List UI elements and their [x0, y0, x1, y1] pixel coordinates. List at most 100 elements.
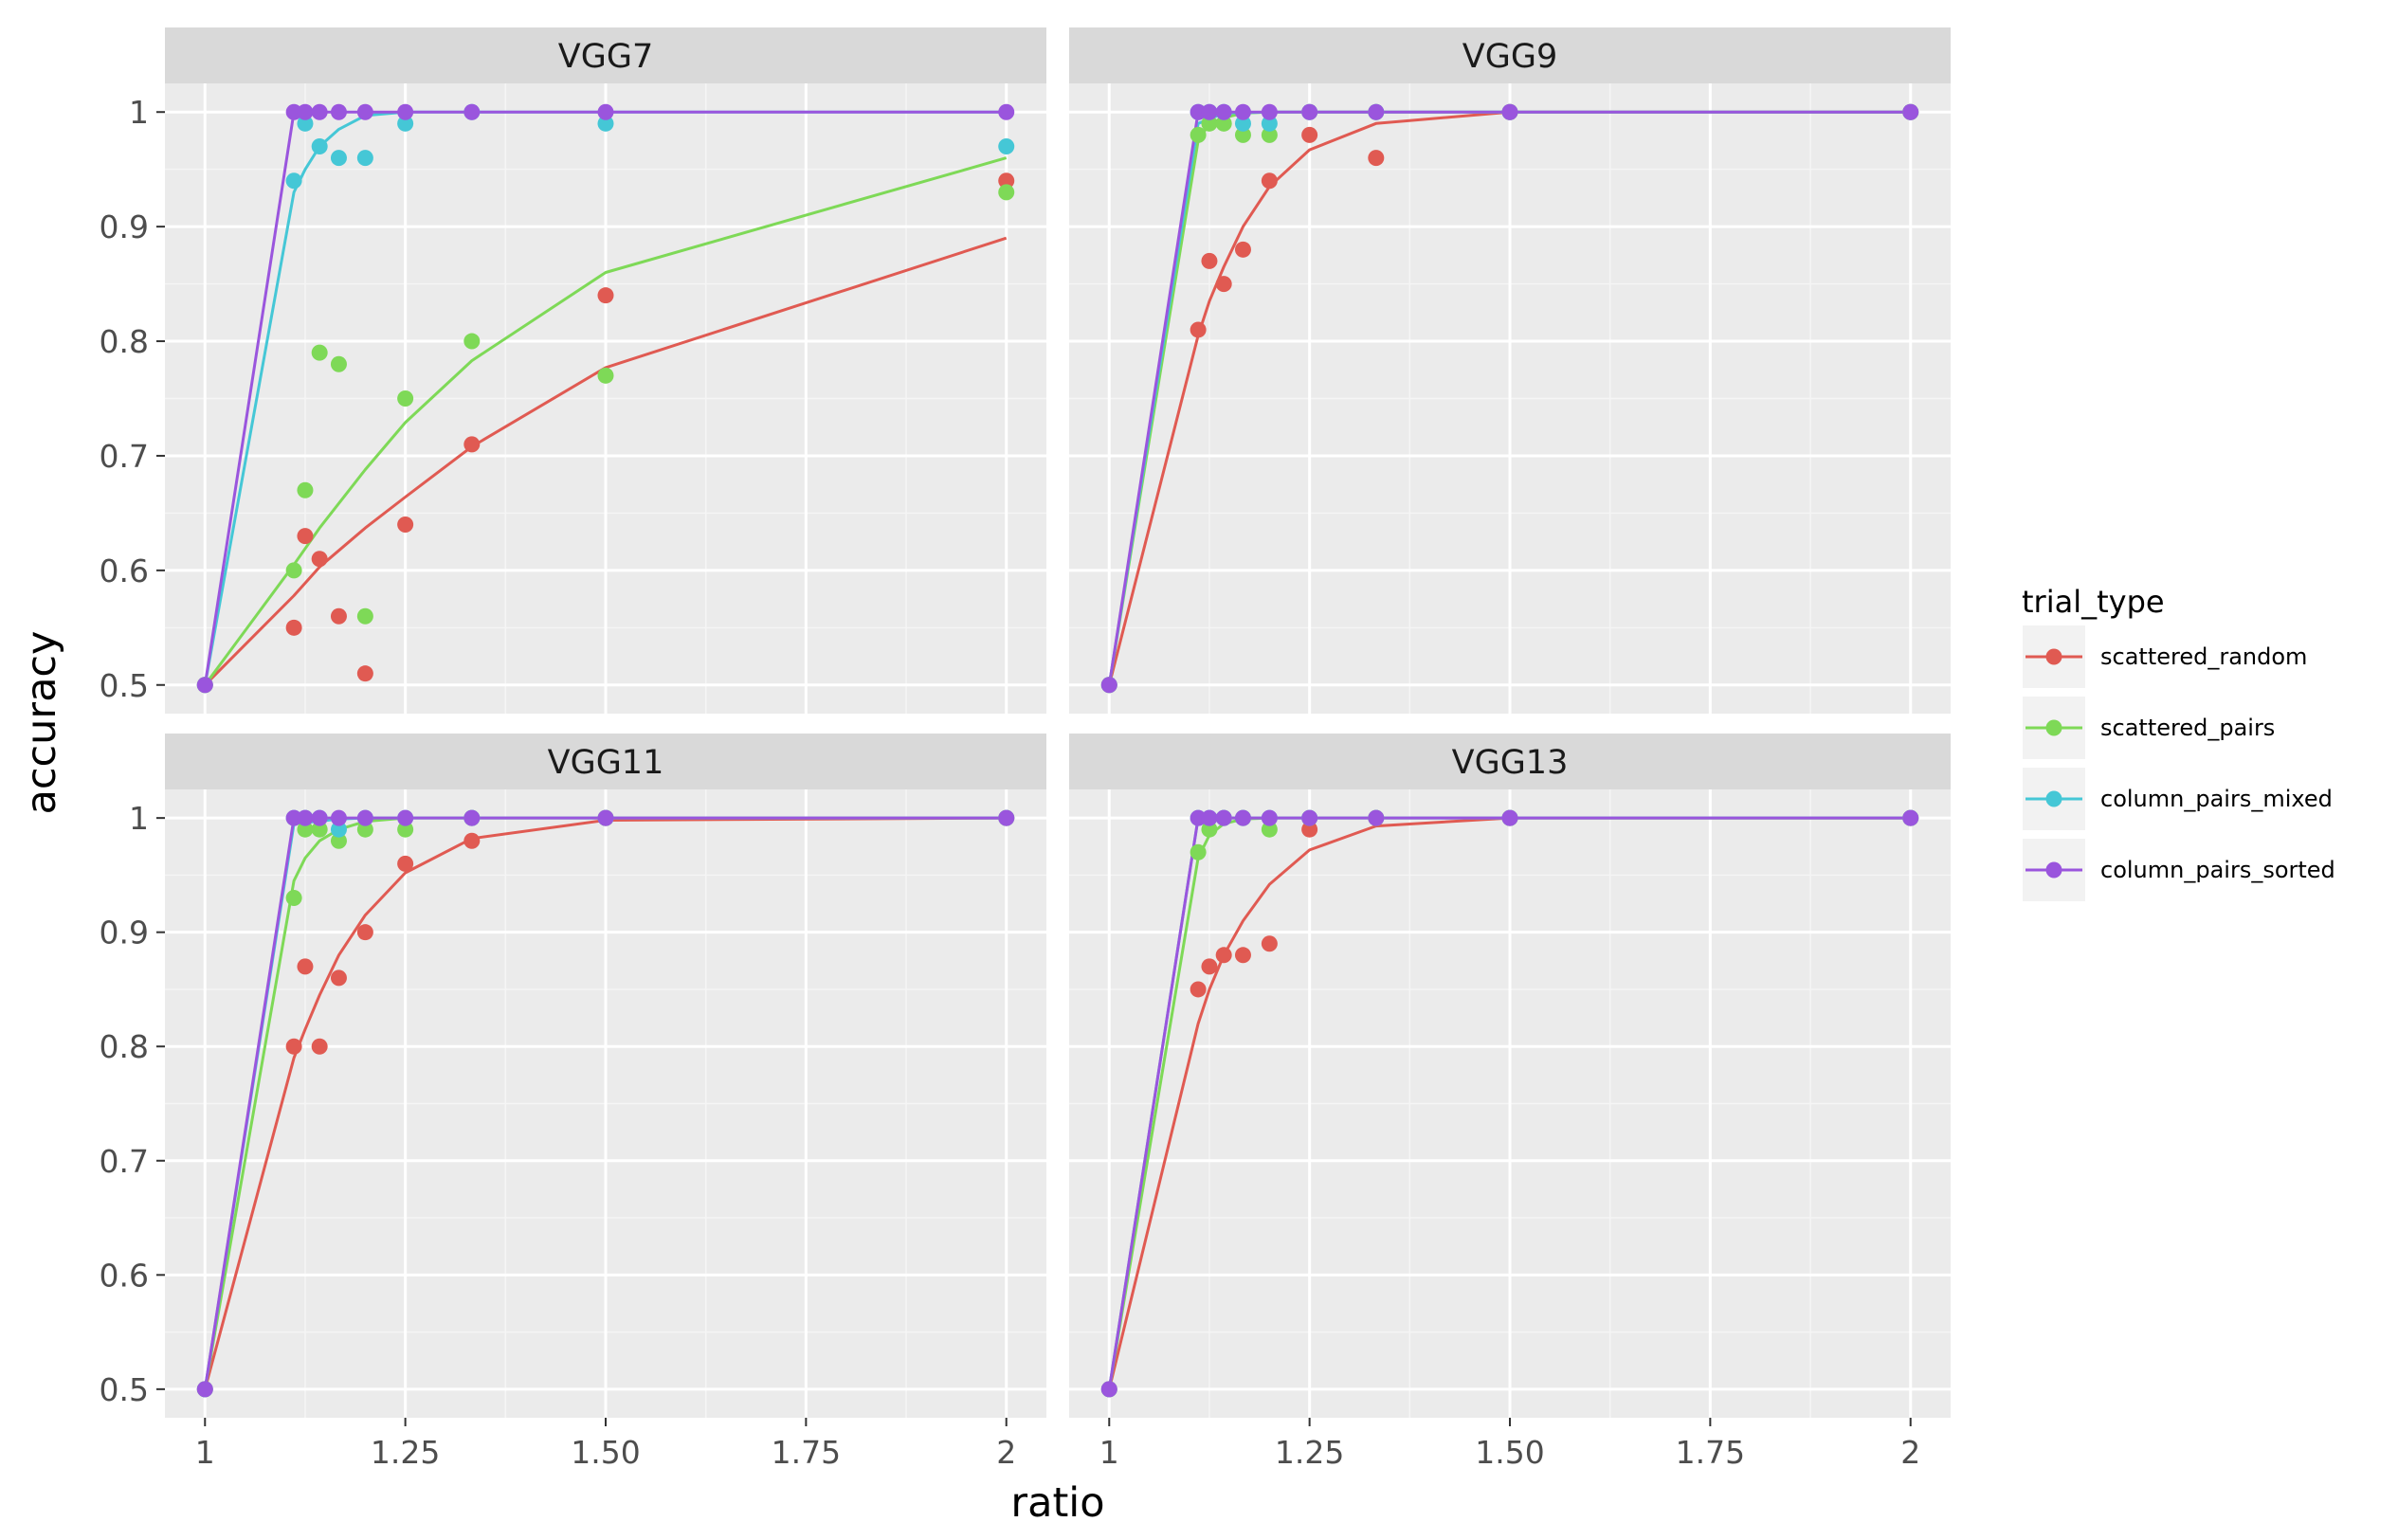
data-point-column-pairs-mixed: [330, 821, 347, 838]
legend: trial_type scattered_random scattered_pai…: [2022, 584, 2335, 901]
data-point-scattered-pairs: [285, 890, 302, 907]
y-tick-label: 1: [129, 800, 149, 837]
data-point-column-pairs-sorted: [1261, 809, 1278, 826]
facet-panel-vgg7: VGG7 0.5 0.6 0.7 0.8 0.9 1: [100, 27, 1046, 714]
y-tick-label: 0.5: [100, 1371, 149, 1408]
legend-key-point: [2045, 790, 2062, 807]
facet-strip-label: VGG9: [1462, 38, 1557, 76]
series-line-scattered-random: [1107, 816, 1911, 1390]
y-tick-label: 0.7: [100, 438, 149, 475]
data-point-scattered-random: [463, 436, 481, 453]
data-point-scattered-random: [1234, 947, 1251, 964]
data-point-scattered-random: [356, 924, 373, 941]
data-point-scattered-random: [1201, 958, 1218, 975]
data-point-column-pairs-sorted: [1501, 809, 1518, 826]
data-point-column-pairs-sorted: [1100, 1381, 1117, 1398]
data-point-scattered-pairs: [1201, 115, 1218, 132]
facet-strip: [165, 734, 1046, 789]
y-tick-label: 0.8: [100, 1028, 149, 1065]
data-point-scattered-pairs: [330, 832, 347, 849]
data-point-column-pairs-sorted: [397, 809, 414, 826]
data-point-column-pairs-sorted: [1368, 103, 1385, 120]
data-point-column-pairs-sorted: [1201, 103, 1218, 120]
data-point-column-pairs-mixed: [311, 138, 328, 154]
facet-strip-label: VGG11: [548, 744, 664, 782]
x-tick-label: 1: [1099, 1434, 1119, 1471]
facet-panel-vgg9: VGG9: [1069, 27, 1951, 714]
data-point-scattered-pairs: [1215, 115, 1232, 132]
data-point-column-pairs-sorted: [330, 103, 347, 120]
data-point-column-pairs-mixed: [297, 115, 314, 132]
facet-strip: [165, 27, 1046, 83]
legend-title: trial_type: [2022, 584, 2165, 620]
data-point-scattered-random: [1190, 321, 1207, 338]
data-point-column-pairs-sorted: [597, 103, 614, 120]
data-point-scattered-pairs: [998, 184, 1015, 201]
data-point-column-pairs-mixed: [330, 150, 347, 167]
data-point-column-pairs-sorted: [1201, 809, 1218, 826]
legend-key-point: [2045, 861, 2062, 879]
data-point-scattered-random: [1215, 276, 1232, 293]
data-point-column-pairs-mixed: [597, 115, 614, 132]
data-point-column-pairs-sorted: [285, 809, 302, 826]
data-point-column-pairs-sorted: [311, 809, 328, 826]
x-tick-label: 1.50: [571, 1434, 640, 1471]
x-tick-label: 1.50: [1475, 1434, 1544, 1471]
data-point-column-pairs-sorted: [1301, 103, 1318, 120]
series-line-scattered-random: [1107, 110, 1911, 686]
data-point-column-pairs-sorted: [330, 809, 347, 826]
data-point-scattered-random: [1368, 150, 1385, 167]
data-point-scattered-random: [1261, 935, 1278, 952]
data-point-scattered-random: [285, 1038, 302, 1055]
data-point-scattered-pairs: [285, 562, 302, 579]
data-point-column-pairs-sorted: [297, 103, 314, 120]
data-point-column-pairs-mixed: [998, 138, 1015, 154]
data-point-column-pairs-sorted: [285, 103, 302, 120]
data-point-column-pairs-sorted: [1190, 103, 1207, 120]
data-point-scattered-pairs: [397, 390, 414, 407]
data-point-column-pairs-sorted: [356, 103, 373, 120]
data-point-column-pairs-sorted: [1234, 809, 1251, 826]
legend-entry-label: scattered_random: [2100, 643, 2307, 670]
data-point-column-pairs-mixed: [1261, 115, 1278, 132]
data-point-column-pairs-mixed: [1234, 115, 1251, 132]
y-tick-label: 0.9: [100, 915, 149, 951]
data-point-column-pairs-sorted: [597, 809, 614, 826]
data-point-scattered-random: [311, 551, 328, 568]
data-point-column-pairs-sorted: [998, 809, 1015, 826]
y-tick-label: 0.7: [100, 1143, 149, 1180]
data-point-column-pairs-mixed: [285, 172, 302, 190]
data-point-column-pairs-sorted: [1902, 809, 1919, 826]
data-point-scattered-random: [597, 287, 614, 304]
data-point-column-pairs-sorted: [463, 103, 481, 120]
facet-panels: VGG7 0.5 0.6 0.7 0.8 0.9 1 VGG9 VGG11 0.5 0.6 0.7 0.…: [100, 27, 1951, 1471]
data-point-scattered-pairs: [1201, 821, 1218, 838]
data-point-column-pairs-sorted: [311, 103, 328, 120]
data-point-scattered-pairs: [330, 355, 347, 372]
x-tick-label: 2: [1900, 1434, 1920, 1471]
x-tick-label: 1.25: [1275, 1434, 1344, 1471]
data-point-scattered-random: [463, 832, 481, 849]
data-point-column-pairs-sorted: [1501, 103, 1518, 120]
y-tick-label: 0.8: [100, 323, 149, 360]
data-point-scattered-random: [1301, 821, 1318, 838]
data-point-scattered-random: [397, 855, 414, 872]
series-line-scattered-random: [204, 236, 1008, 686]
legend-entry-label: column_pairs_mixed: [2100, 786, 2333, 812]
data-point-scattered-pairs: [597, 367, 614, 384]
data-point-scattered-pairs: [1261, 126, 1278, 143]
x-axis-title: ratio: [1010, 1479, 1104, 1527]
series-line-scattered-pairs: [204, 156, 1008, 686]
data-point-column-pairs-sorted: [297, 809, 314, 826]
x-tick-label: 1.25: [371, 1434, 440, 1471]
y-tick-label: 0.9: [100, 208, 149, 245]
legend-key-point: [2045, 719, 2062, 736]
data-point-scattered-random: [297, 528, 314, 545]
data-point-scattered-pairs: [1261, 821, 1278, 838]
x-tick-label: 1.75: [772, 1434, 841, 1471]
legend-entry-label: scattered_pairs: [2100, 715, 2275, 741]
data-point-scattered-pairs: [356, 821, 373, 838]
legend-key-point: [2045, 648, 2062, 665]
data-point-column-pairs-sorted: [1100, 677, 1117, 694]
